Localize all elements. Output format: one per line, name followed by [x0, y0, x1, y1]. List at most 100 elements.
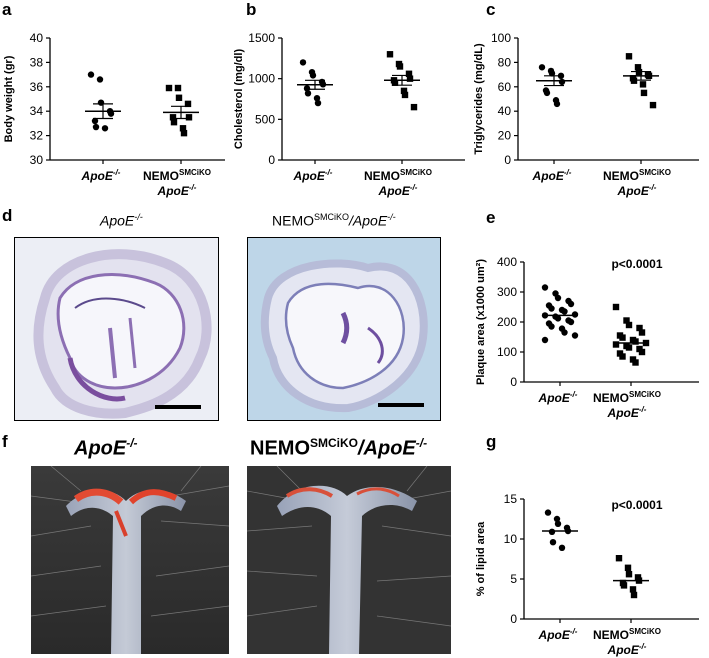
data-point-nemo — [639, 81, 647, 88]
micrograph-apoe-image — [15, 238, 218, 420]
data-point-nemo — [630, 77, 638, 84]
data-point-nemo — [179, 125, 187, 132]
data-point-nemo — [625, 53, 633, 60]
data-point-apoe — [558, 544, 566, 551]
data-point-apoe — [304, 90, 312, 97]
panel-letter-f: f — [2, 432, 8, 451]
data-point-apoe — [567, 300, 575, 308]
x-tick-label-nemo-apoe: ApoE-/- — [607, 405, 647, 420]
data-point-apoe — [553, 100, 561, 108]
panel-letter-c: c — [486, 0, 496, 19]
chart-plaque-area: 0 100 200 300 400 Plaque area (x1000 um²) ApoE… — [475, 255, 699, 420]
x-tick-label-nemo-apoe: ApoE-/- — [617, 183, 657, 198]
data-point-apoe — [548, 528, 556, 535]
data-point-nemo — [175, 94, 183, 101]
micrograph-nemo — [247, 237, 441, 421]
y-tick-label: 15 — [504, 492, 518, 506]
y-tick-label: 0 — [510, 612, 517, 626]
micrograph-nemo-image — [248, 238, 440, 420]
data-point-nemo — [624, 564, 632, 571]
data-point-nemo — [632, 338, 639, 345]
data-point-nemo — [185, 114, 193, 121]
panel-letter-b: b — [246, 0, 257, 19]
y-tick-label: 20 — [498, 129, 512, 143]
data-point-nemo — [169, 114, 177, 121]
data-point-apoe — [92, 123, 100, 131]
x-tick-label-nemo-apoe: ApoE-/- — [607, 642, 647, 657]
y-axis-label: Triglycerides (mg/dL) — [473, 43, 485, 155]
y-tick-label: 300 — [497, 285, 517, 299]
data-point-apoe — [548, 323, 555, 330]
data-point-apoe — [303, 85, 311, 92]
y-axis-label: Body weight (gr) — [3, 55, 15, 142]
data-point-apoe — [549, 539, 557, 546]
x-tick-label-apoe: ApoE-/- — [538, 627, 578, 642]
data-point-nemo — [386, 51, 394, 58]
x-tick-label-apoe: ApoE-/- — [538, 390, 578, 405]
data-point-apoe — [567, 318, 575, 326]
x-tick-label-nemo: NEMOSMCiKO — [603, 168, 671, 183]
data-point-nemo — [180, 129, 188, 137]
data-point-apoe — [553, 515, 561, 523]
data-point-nemo — [625, 571, 633, 578]
data-point-apoe — [561, 329, 568, 336]
data-point-apoe — [91, 117, 99, 125]
y-tick-label: 0 — [268, 153, 275, 167]
data-point-nemo — [165, 84, 173, 92]
y-tick-label: 34 — [30, 104, 44, 118]
data-point-nemo — [620, 582, 628, 589]
data-point-apoe — [87, 71, 95, 78]
data-point-apoe — [309, 72, 317, 79]
data-point-nemo — [615, 555, 623, 562]
data-point-apoe — [101, 125, 109, 132]
data-point-nemo — [629, 586, 637, 593]
data-point-nemo — [391, 79, 399, 86]
y-tick-label: 80 — [498, 55, 512, 69]
y-tick-label: 0 — [504, 153, 511, 167]
y-tick-label: 100 — [491, 31, 511, 45]
data-point-nemo — [638, 329, 646, 336]
data-point-apoe — [561, 308, 568, 315]
x-tick-label-nemo: NEMOSMCiKO — [364, 168, 432, 183]
data-point-nemo — [184, 100, 192, 108]
data-point-nemo — [638, 348, 646, 356]
data-point-nemo — [400, 87, 408, 95]
data-point-apoe — [541, 284, 549, 291]
aorta-photo-apoe — [31, 466, 229, 654]
data-point-apoe — [544, 509, 552, 516]
data-point-nemo — [625, 344, 633, 351]
data-point-nemo — [649, 101, 657, 109]
data-point-nemo — [619, 353, 626, 360]
data-point-apoe — [554, 294, 562, 302]
data-point-apoe — [554, 315, 562, 322]
data-point-nemo — [634, 574, 642, 581]
aorta-photo-nemo — [247, 466, 451, 654]
data-point-apoe — [571, 332, 579, 339]
panel-letter-d: d — [2, 206, 13, 225]
y-tick-label: 1500 — [248, 31, 275, 45]
data-point-nemo — [401, 91, 409, 99]
x-tick-label-apoe: ApoE-/- — [532, 168, 572, 183]
panel-f-right-title: NEMOSMCiKO/ApoE-/- — [250, 436, 428, 460]
data-point-nemo — [410, 103, 418, 111]
y-tick-label: 0 — [510, 375, 517, 389]
data-point-nemo — [612, 341, 620, 348]
x-tick-label-nemo-apoe: ApoE-/- — [157, 183, 197, 198]
y-tick-label: 32 — [30, 129, 44, 143]
data-point-apoe — [538, 64, 546, 71]
data-point-apoe — [314, 99, 322, 107]
y-axis-label: % of lipid area — [475, 521, 487, 596]
y-tick-label: 60 — [498, 80, 512, 94]
x-tick-label-apoe: ApoE-/- — [293, 168, 333, 183]
panel-f-left-title: ApoE-/- — [74, 436, 138, 460]
y-tick-label: 100 — [497, 345, 517, 359]
data-point-nemo — [619, 334, 626, 341]
x-tick-label-nemo: NEMOSMCiKO — [143, 168, 211, 183]
data-point-nemo — [635, 68, 643, 76]
data-point-nemo — [406, 75, 414, 82]
data-point-nemo — [636, 324, 643, 332]
y-tick-label: 1000 — [248, 72, 275, 86]
